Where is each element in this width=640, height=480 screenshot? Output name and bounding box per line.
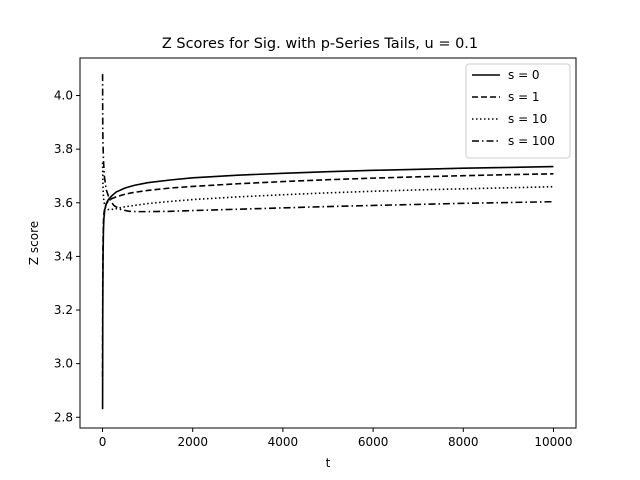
- y-axis: 2.8 3.0 3.2 3.4 3.6 3.8 4.0: [54, 89, 80, 424]
- series-line-0: [101, 165, 554, 410]
- y-tick-label: 3.2: [54, 303, 73, 317]
- x-tick-label: 0: [99, 435, 107, 449]
- legend-label-0: s = 0: [508, 68, 540, 82]
- x-tick-label: 4000: [268, 435, 299, 449]
- y-tick-label: 4.0: [54, 89, 73, 103]
- y-tick-label: 2.8: [54, 410, 73, 424]
- legend: s = 0 s = 1 s = 10 s = 100: [465, 63, 571, 159]
- legend-box: [465, 63, 571, 159]
- x-tick-label: 10000: [534, 435, 572, 449]
- y-tick-label: 3.4: [54, 249, 73, 263]
- x-axis: 0 2000 4000 6000 8000 10000: [99, 428, 573, 449]
- legend-label-2: s = 10: [508, 112, 547, 126]
- series-line-1: [101, 173, 554, 378]
- x-tick-label: 2000: [177, 435, 208, 449]
- x-axis-label: t: [326, 456, 331, 470]
- x-tick-label: 6000: [358, 435, 389, 449]
- y-tick-label: 3.8: [54, 142, 73, 156]
- series-line-3: [101, 74, 554, 213]
- chart-title: Z Scores for Sig. with p-Series Tails, u…: [162, 36, 478, 52]
- y-tick-label: 3.0: [54, 357, 73, 371]
- series-line-2: [101, 162, 554, 211]
- plot-area: [101, 74, 554, 410]
- y-tick-label: 3.6: [54, 196, 73, 210]
- y-axis-label: Z score: [27, 221, 41, 265]
- x-tick-label: 8000: [448, 435, 479, 449]
- legend-label-1: s = 1: [508, 90, 540, 104]
- axes-frame: [79, 57, 577, 429]
- legend-label-3: s = 100: [508, 134, 555, 148]
